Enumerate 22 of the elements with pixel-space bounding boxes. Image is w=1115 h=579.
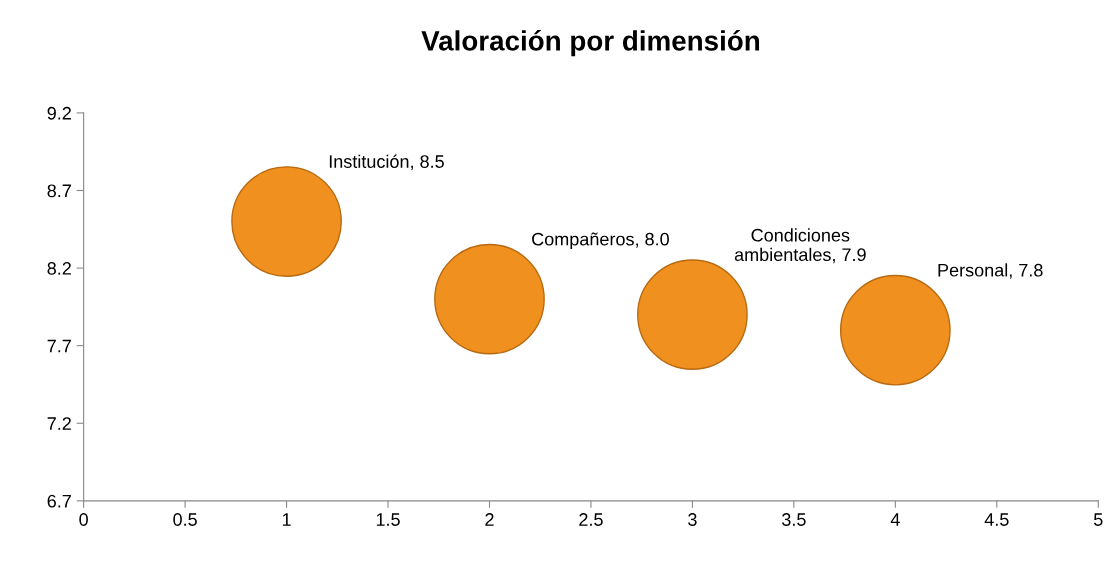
data-label: Condiciones ambientales, 7.9 (734, 228, 866, 264)
x-tick-label: 0.5 (173, 513, 197, 526)
data-label: Compañeros, 8.0 (532, 232, 669, 250)
chart-title: Valoración por dimensión (421, 30, 760, 57)
y-tick-label: 8.7 (47, 184, 71, 198)
x-tick-label: 2.5 (579, 513, 603, 526)
y-tick-label: 6.7 (47, 494, 71, 508)
x-tick-label: 4.5 (984, 513, 1009, 526)
x-tick-label: 3.5 (782, 513, 806, 526)
x-tick-label: 5 (1093, 513, 1103, 526)
x-tick-label: 4 (890, 513, 900, 526)
y-tick-label: 8.2 (47, 262, 71, 275)
data-label: Personal, 7.8 (938, 263, 1043, 279)
data-label: Institución, 8.5 (329, 154, 444, 171)
y-tick-label: 7.7 (47, 339, 71, 353)
x-tick-label: 0 (79, 513, 88, 526)
x-tick-label: 2 (485, 513, 494, 526)
x-tick-label: 3 (688, 513, 697, 526)
y-tick-label: 7.2 (47, 417, 71, 430)
x-tick-label: 1 (282, 513, 291, 526)
y-tick-label: 9.2 (47, 106, 71, 120)
x-tick-label: 1.5 (376, 513, 400, 526)
